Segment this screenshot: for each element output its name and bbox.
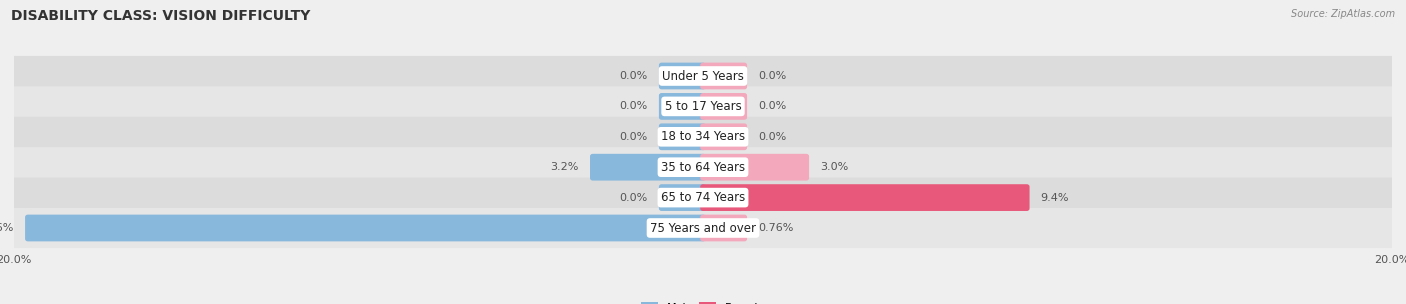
FancyBboxPatch shape — [1, 208, 1405, 248]
Text: 3.0%: 3.0% — [820, 162, 848, 172]
Text: 0.0%: 0.0% — [758, 102, 786, 111]
FancyBboxPatch shape — [700, 63, 747, 89]
FancyBboxPatch shape — [659, 93, 706, 120]
Legend: Male, Female: Male, Female — [637, 297, 769, 304]
FancyBboxPatch shape — [25, 215, 706, 241]
FancyBboxPatch shape — [1, 56, 1405, 96]
Text: Source: ZipAtlas.com: Source: ZipAtlas.com — [1291, 9, 1395, 19]
FancyBboxPatch shape — [700, 154, 808, 181]
Text: 0.0%: 0.0% — [620, 71, 648, 81]
Text: 0.0%: 0.0% — [620, 102, 648, 111]
Text: 0.0%: 0.0% — [758, 132, 786, 142]
Text: 19.6%: 19.6% — [0, 223, 14, 233]
FancyBboxPatch shape — [659, 184, 706, 211]
Text: 0.0%: 0.0% — [620, 193, 648, 202]
FancyBboxPatch shape — [700, 184, 1029, 211]
FancyBboxPatch shape — [700, 123, 747, 150]
FancyBboxPatch shape — [659, 123, 706, 150]
Text: 5 to 17 Years: 5 to 17 Years — [665, 100, 741, 113]
Text: 65 to 74 Years: 65 to 74 Years — [661, 191, 745, 204]
Text: Under 5 Years: Under 5 Years — [662, 70, 744, 82]
FancyBboxPatch shape — [700, 93, 747, 120]
FancyBboxPatch shape — [659, 63, 706, 89]
Text: 9.4%: 9.4% — [1040, 193, 1069, 202]
FancyBboxPatch shape — [1, 178, 1405, 218]
Text: 75 Years and over: 75 Years and over — [650, 222, 756, 234]
FancyBboxPatch shape — [1, 86, 1405, 126]
Text: 0.0%: 0.0% — [620, 132, 648, 142]
FancyBboxPatch shape — [591, 154, 706, 181]
FancyBboxPatch shape — [1, 147, 1405, 187]
Text: 3.2%: 3.2% — [551, 162, 579, 172]
Text: 0.0%: 0.0% — [758, 71, 786, 81]
Text: 35 to 64 Years: 35 to 64 Years — [661, 161, 745, 174]
Text: DISABILITY CLASS: VISION DIFFICULTY: DISABILITY CLASS: VISION DIFFICULTY — [11, 9, 311, 23]
Text: 0.76%: 0.76% — [758, 223, 793, 233]
FancyBboxPatch shape — [1, 117, 1405, 157]
Text: 18 to 34 Years: 18 to 34 Years — [661, 130, 745, 143]
FancyBboxPatch shape — [700, 215, 747, 241]
